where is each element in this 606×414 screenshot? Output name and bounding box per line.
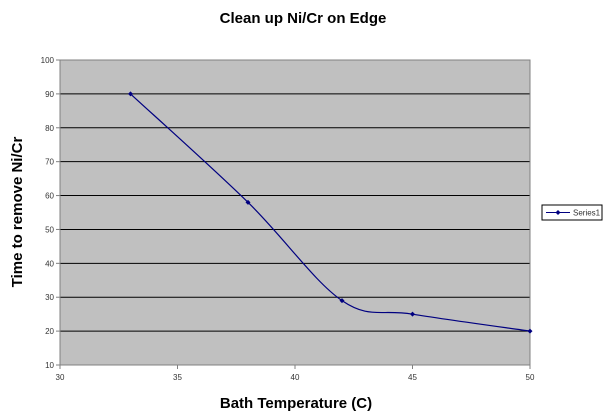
grid-lines bbox=[60, 93, 530, 332]
y-tick-label-7: 80 bbox=[45, 124, 54, 133]
legend: Series1 bbox=[541, 204, 603, 221]
y-tick-label-9: 100 bbox=[41, 56, 55, 65]
x-tick-label-1: 35 bbox=[173, 373, 182, 382]
x-tick-label-2: 40 bbox=[291, 373, 300, 382]
x-axis-title: Bath Temperature (C) bbox=[220, 395, 372, 412]
y-tick-label-8: 90 bbox=[45, 90, 54, 99]
x-tick-label-3: 45 bbox=[408, 373, 417, 382]
data-point-0-4 bbox=[527, 328, 533, 334]
x-tick-labels: 30 35 40 45 50 bbox=[56, 365, 535, 382]
y-tick-labels: 10 20 30 40 50 60 70 80 90 100 bbox=[41, 56, 60, 370]
legend-marker-series1 bbox=[555, 210, 561, 215]
data-point-0-3 bbox=[410, 311, 415, 317]
data-point-0-2 bbox=[339, 298, 345, 304]
legend-label-series1: Series1 bbox=[573, 209, 601, 218]
y-tick-label-1: 20 bbox=[45, 327, 54, 336]
data-point-0-0 bbox=[128, 91, 133, 97]
x-tick-label-4: 50 bbox=[526, 373, 535, 382]
legend-box bbox=[541, 204, 603, 221]
chart-title: Clean up Ni/Cr on Edge bbox=[220, 10, 387, 27]
y-tick-label-6: 70 bbox=[45, 158, 54, 167]
x-tick-label-0: 30 bbox=[56, 373, 65, 382]
y-tick-label-3: 40 bbox=[45, 259, 54, 268]
data-point-0-1 bbox=[245, 199, 251, 205]
y-tick-label-4: 50 bbox=[45, 225, 54, 234]
y-tick-label-0: 10 bbox=[45, 361, 54, 370]
y-tick-label-5: 60 bbox=[45, 192, 54, 201]
y-axis-title: Time to remove Ni/Cr bbox=[9, 137, 26, 288]
series-line-0 bbox=[130, 93, 531, 332]
series-layer bbox=[128, 91, 533, 334]
plot-area bbox=[60, 60, 530, 365]
y-tick-label-2: 30 bbox=[45, 293, 54, 302]
